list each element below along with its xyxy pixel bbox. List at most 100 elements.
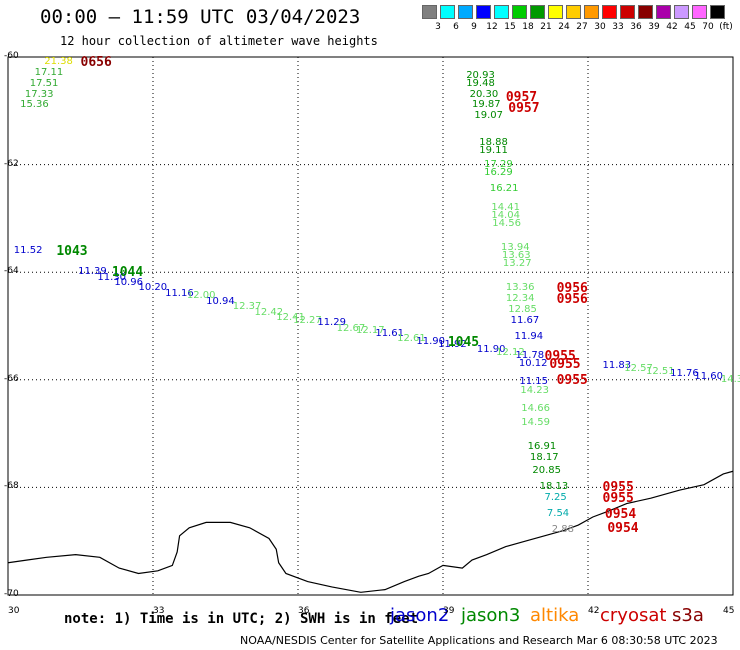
pass-time-label: 0955 — [544, 348, 576, 364]
legend-tick-label: 42 — [666, 22, 678, 32]
x-tick-label: 36 — [298, 606, 310, 616]
wave-height-value: 20.85 — [532, 465, 562, 477]
pass-time-label: 0954 — [607, 520, 639, 536]
wave-height-value: 14.56 — [492, 217, 521, 229]
y-tick-label: -64 — [4, 266, 19, 277]
legend-swatch — [584, 5, 599, 19]
legend-swatch — [458, 5, 473, 19]
legend-tick-label: 27 — [576, 22, 588, 32]
wave-height-value: 13.36 — [505, 282, 535, 294]
wave-height-value: 10.94 — [206, 295, 235, 307]
wave-height-value: 14.32 — [720, 373, 740, 385]
pass-time-label: 1045 — [447, 335, 480, 351]
x-tick-label: 33 — [153, 606, 165, 616]
legend-tick-label: 39 — [648, 22, 660, 32]
x-tick-label: 39 — [443, 606, 455, 616]
wave-height-value: 15.36 — [20, 99, 49, 111]
y-tick-label: -62 — [4, 158, 19, 169]
x-tick-label: 42 — [588, 606, 600, 616]
map-subtitle: 12 hour collection of altimeter wave hei… — [60, 34, 378, 48]
wave-height-value: 11.90 — [416, 336, 446, 348]
pass-time-label: 0957 — [505, 90, 538, 106]
wave-height-value: 12.37 — [232, 301, 262, 313]
wave-height-value: 2.88 — [551, 524, 575, 536]
legend-tick-label: 21 — [540, 22, 552, 32]
legend-swatch — [494, 5, 509, 19]
wave-height-value: 16.21 — [489, 182, 519, 194]
legend-swatch — [476, 5, 491, 19]
wave-height-value: 12.41 — [276, 311, 305, 323]
wave-height-value: 12.27 — [293, 314, 322, 326]
footer-credit: NOAA/NESDIS Center for Satellite Applica… — [240, 634, 718, 647]
wave-height-value: 11.61 — [375, 328, 404, 340]
wave-height-value: 14.23 — [520, 384, 549, 396]
wave-height-value: 17.51 — [29, 77, 59, 89]
wave-height-value: 11.78 — [515, 349, 545, 361]
legend-swatch — [692, 5, 707, 19]
map-frame — [7, 56, 734, 596]
legend-tick-label: 6 — [453, 22, 459, 32]
legend-swatch — [530, 5, 545, 19]
legend-swatch — [710, 5, 725, 19]
wave-height-value: 18.88 — [479, 137, 508, 149]
legend-swatch — [674, 5, 689, 19]
legend-tick-label: 36 — [630, 22, 642, 32]
wave-height-value: 12.00 — [186, 290, 216, 302]
satellite-label-altika: altika — [530, 605, 580, 626]
wave-height-value: 11.29 — [317, 317, 346, 329]
wave-height-value: 17.33 — [24, 88, 54, 100]
wave-height-value: 11.76 — [670, 368, 699, 380]
legend-tick-label: 70 — [702, 22, 714, 32]
legend-tick-label: 18 — [522, 22, 534, 32]
wave-height-value: 19.87 — [472, 99, 501, 111]
wave-height-value: 13.94 — [501, 241, 530, 253]
satellite-label-s3a: s3a — [672, 605, 704, 626]
wave-height-value: 19.07 — [474, 110, 504, 122]
wave-height-value: 18.17 — [530, 451, 559, 463]
legend-swatch — [512, 5, 527, 19]
wave-height-value: 14.66 — [521, 403, 550, 415]
wave-height-value: 12.51 — [646, 365, 675, 377]
legend-swatch — [422, 5, 437, 19]
wave-height-value: 7.54 — [546, 508, 570, 520]
pass-time-label: 1044 — [111, 265, 144, 281]
y-tick-label: -60 — [4, 51, 19, 61]
legend-tick-label: 9 — [471, 22, 477, 32]
wave-height-value: 11.39 — [78, 266, 107, 278]
antarctic-coastline — [7, 470, 734, 593]
legend-swatch — [440, 5, 455, 19]
wave-height-value: 20.93 — [466, 69, 495, 81]
wave-height-value: 13.63 — [501, 250, 531, 262]
wave-height-value: 11.16 — [165, 287, 194, 299]
legend-swatch — [620, 5, 635, 19]
wave-height-value: 11.83 — [602, 360, 632, 372]
wave-height-value: 14.04 — [491, 209, 520, 221]
wave-height-value: 11.52 — [13, 244, 43, 256]
wave-height-value: 12.42 — [254, 306, 284, 318]
pass-time-label: 0957 — [508, 101, 540, 117]
x-tick-label: 45 — [723, 606, 735, 616]
wave-height-value: 12.67 — [336, 322, 366, 334]
wave-height-value: 12.34 — [505, 293, 535, 305]
legend-swatch — [656, 5, 671, 19]
wave-height-value: 16.29 — [484, 166, 513, 178]
wave-height-value: 13.27 — [502, 258, 532, 270]
wave-height-value: 20.30 — [469, 88, 499, 100]
wave-height-value: 11.60 — [694, 371, 723, 383]
map-title: 00:00 – 11:59 UTC 03/04/2023 — [40, 6, 361, 28]
legend-swatch — [638, 5, 653, 19]
legend-tick-label: 45 — [684, 22, 696, 32]
satellite-label-jason2: jason2 — [390, 605, 450, 626]
wave-height-value: 12.17 — [356, 325, 385, 337]
pass-time-label: 0656 — [80, 55, 112, 71]
pass-time-label: 1043 — [56, 243, 88, 259]
wave-height-value: 14.41 — [491, 201, 520, 213]
pass-time-label: 0955 — [602, 491, 634, 507]
wave-height-value: 11.67 — [510, 314, 540, 326]
pass-time-label: 0955 — [556, 372, 588, 388]
satellite-label-jason3: jason3 — [461, 605, 521, 626]
legend-tick-label: (ft) — [719, 22, 733, 32]
pass-time-label: 0956 — [556, 281, 588, 297]
wave-height-value: 12.61 — [397, 333, 426, 345]
